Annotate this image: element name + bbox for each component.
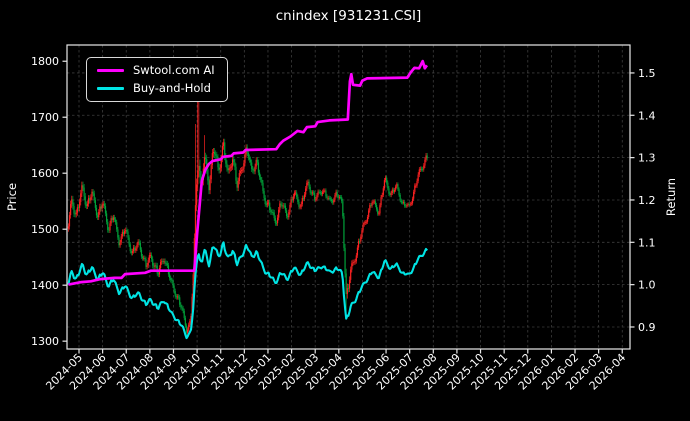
y-left-tick-label: 1400 [31,279,59,292]
legend: Swtool.com AI Buy-and-Hold [86,57,228,102]
y-left-tick-label: 1700 [31,111,59,124]
y-right-axis-label: Return [664,178,678,216]
y-right-tick-label: 1.1 [638,236,656,249]
legend-label-ai: Swtool.com AI [133,63,215,77]
legend-item-buy-and-hold: Buy-and-Hold [97,81,215,95]
y-right-tick-label: 1.5 [638,67,656,80]
legend-label-buy-and-hold: Buy-and-Hold [133,81,211,95]
y-right-tick-label: 1.4 [638,109,656,122]
ai-line-swatch-icon [97,68,124,72]
y-left-tick-label: 1300 [31,335,59,348]
y-right-tick-label: 1.2 [638,194,656,207]
y-right-tick-label: 1.0 [638,279,656,292]
y-right-tick-label: 1.3 [638,152,656,165]
y-left-tick-label: 1500 [31,223,59,236]
chart-title: cnindex [931231.CSI] [275,8,422,24]
y-left-tick-label: 1800 [31,55,59,68]
legend-item-ai: Swtool.com AI [97,63,215,77]
y-left-axis-label: Price [5,183,19,211]
y-right-tick-label: 0.9 [638,321,656,334]
ai-return-line [68,59,429,286]
buy-and-hold-line-swatch-icon [97,86,124,90]
axes-spine [66,44,631,350]
y-left-tick-label: 1600 [31,167,59,180]
candlestick-series [67,100,428,337]
buy-and-hold-line [67,241,428,340]
